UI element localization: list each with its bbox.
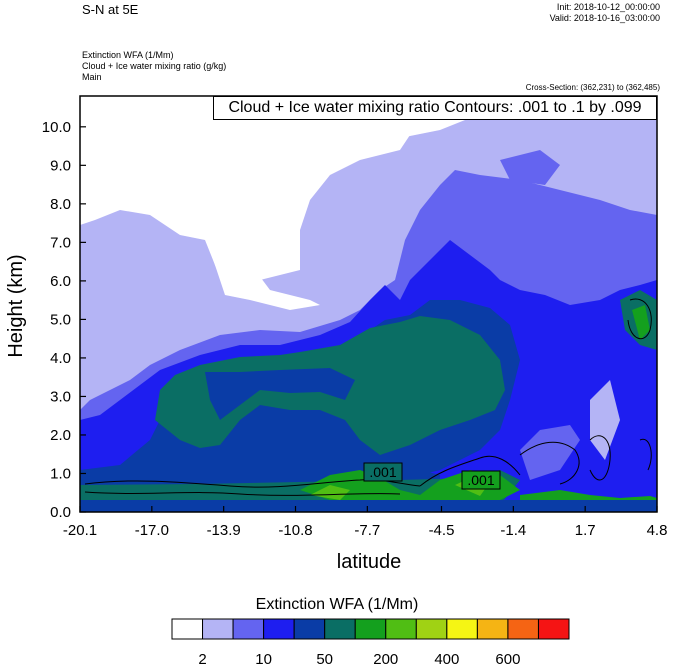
x-tick-label: -13.9 (207, 522, 241, 539)
y-tick-label: 0.0 (50, 504, 71, 521)
contour-line (639, 438, 652, 471)
colorbar-swatch (354, 618, 387, 640)
valid-time: Valid: 2018-10-16_03:00:00 (549, 13, 660, 23)
contour-label-box-2: .001 (461, 470, 501, 490)
colorbar-swatch (507, 618, 539, 640)
contour-line (627, 298, 652, 340)
field-label-extinction: Extinction WFA (1/Mm) (82, 50, 174, 60)
colorbar-swatch (171, 618, 204, 640)
contour-label: .001 (467, 472, 494, 488)
field-label-main: Main (82, 72, 102, 82)
colorbar-tick-label: 10 (255, 651, 272, 668)
contour-label-box-1: .001 (363, 462, 403, 482)
y-tick-label: 8.0 (50, 196, 71, 213)
field-label-cloud: Cloud + Ice water mixing ratio (g/kg) (82, 61, 227, 71)
clear-air-patch-3 (210, 240, 320, 310)
y-tick-label: 1.0 (50, 465, 71, 482)
x-tick-label: -20.1 (63, 522, 97, 539)
contour-label: .001 (369, 464, 396, 480)
y-axis: 0.0 1.0 2.0 3.0 4.0 5.0 6.0 7.0 8.0 9.0 10.0 (42, 119, 86, 521)
colorbar-tick-label: 2 (198, 651, 207, 668)
colorbar-tick-label: 400 (434, 651, 460, 668)
dark-blue-hole (205, 368, 355, 420)
contour-info-label: Cloud + Ice water mixing ratio Contours:… (213, 96, 657, 120)
contour-line (84, 491, 401, 496)
cloud-contours (84, 298, 652, 496)
x-tick-label: -10.8 (278, 522, 312, 539)
surface-light-green-1 (310, 485, 350, 500)
plot-title: S-N at 5E (82, 2, 139, 17)
y-tick-label: 4.0 (50, 350, 71, 367)
colorbar-swatch (446, 618, 478, 640)
x-tick-label: -17.0 (135, 522, 169, 539)
right-lower-pale (590, 380, 620, 460)
colorbar-swatch (385, 618, 417, 640)
x-tick-label: 1.7 (575, 522, 596, 539)
x-tick-label: 4.8 (647, 522, 668, 539)
x-tick-label: -4.5 (429, 522, 455, 539)
colorbar-swatch (263, 618, 295, 640)
colorbar-title: Extinction WFA (1/Mm) (255, 596, 419, 613)
colorbar-tick-label: 600 (495, 651, 521, 668)
extinction-field (80, 96, 657, 512)
colorbar-tick-label: 50 (316, 651, 334, 668)
colorbar-swatch (537, 618, 570, 640)
y-axis-title: Height (km) (5, 254, 27, 357)
y-tick-label: 10.0 (42, 119, 71, 136)
x-axis-title: latitude (337, 551, 402, 573)
clear-air-region (80, 96, 300, 290)
colorbar-swatch (293, 618, 326, 640)
y-tick-label: 3.0 (50, 388, 71, 405)
contour-line (419, 455, 521, 487)
surface-bottom-dark (80, 500, 657, 512)
contour-line (519, 441, 580, 485)
colorbar-swatch (232, 618, 265, 640)
y-tick-label: 6.0 (50, 273, 71, 290)
x-axis: -20.1 -17.0 -13.9 -10.8 -7.7 -4.5 -1.4 1.7 4.8 (63, 506, 668, 539)
y-tick-label: 9.0 (50, 157, 71, 174)
colorbar (171, 618, 570, 640)
cross-section-label: Cross-Section: (362,231) to (362,485) (525, 83, 660, 92)
x-tick-label: -1.4 (500, 522, 526, 539)
init-time: Init: 2018-10-12_00:00:00 (556, 2, 660, 12)
y-tick-label: 7.0 (50, 234, 71, 251)
y-tick-label: 2.0 (50, 427, 71, 444)
colorbar-tick-label: 200 (373, 651, 399, 668)
x-tick-label: -7.7 (354, 522, 380, 539)
right-side-green (632, 305, 650, 340)
y-tick-label: 5.0 (50, 311, 71, 328)
right-lower-medium (520, 425, 580, 480)
contour-line (589, 435, 611, 481)
clear-air-patch-1 (270, 96, 420, 270)
colorbar-swatch (202, 618, 234, 640)
colorbar-swatch (324, 618, 356, 640)
medium-blue-upper (500, 150, 560, 185)
colorbar-swatch (415, 618, 448, 640)
colorbar-swatch (476, 618, 509, 640)
